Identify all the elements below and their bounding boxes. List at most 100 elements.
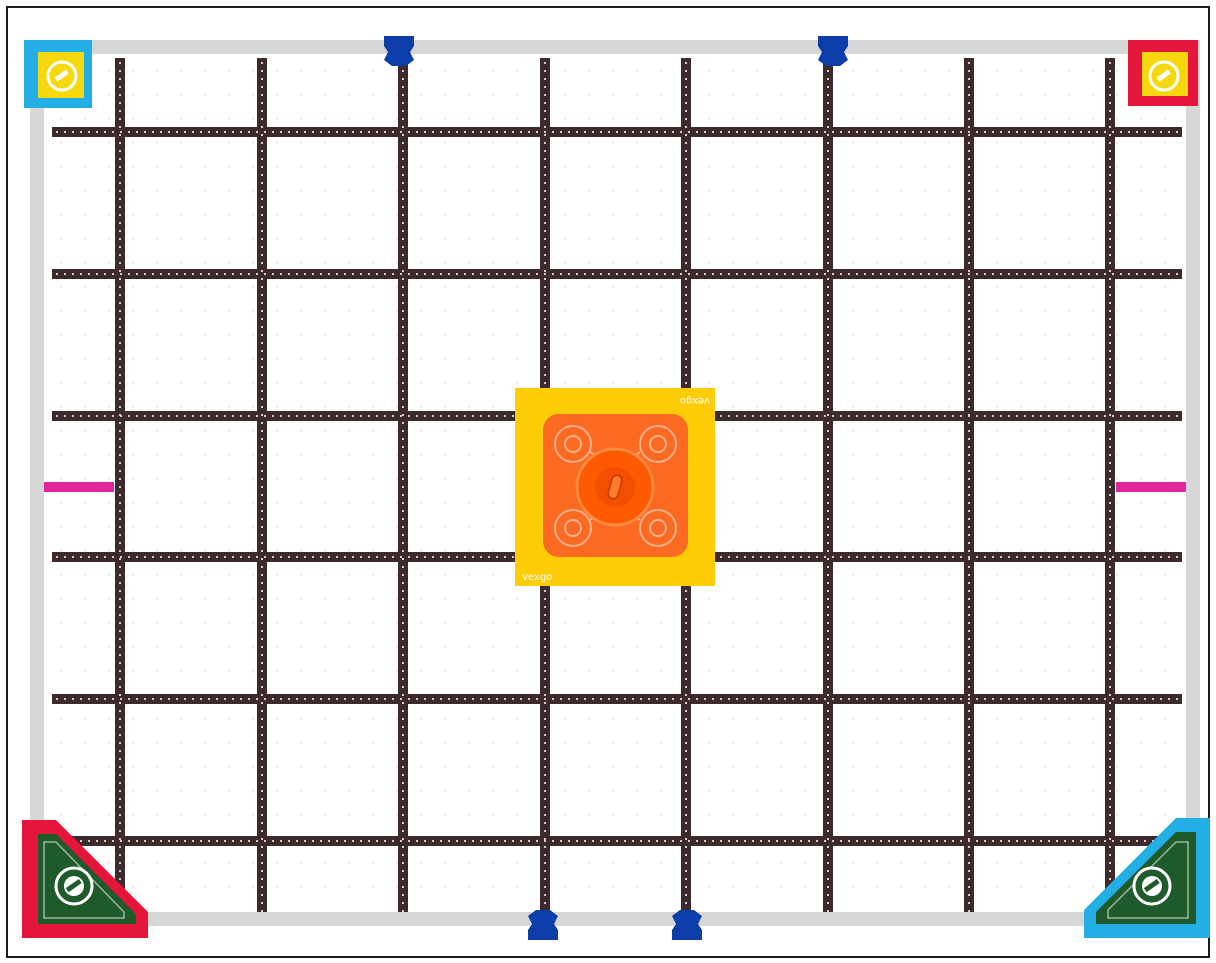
tape-dot: [136, 273, 138, 275]
tape-dot: [744, 415, 746, 417]
tape-dot: [119, 542, 121, 544]
tape-dot: [544, 886, 546, 888]
tile-peg: [396, 286, 398, 288]
tape-dot: [1109, 710, 1111, 712]
tape-dot: [261, 670, 263, 672]
tape-dot: [688, 698, 690, 700]
tape-dot: [1109, 854, 1111, 856]
tape-dot: [280, 273, 282, 275]
tape-dot: [1109, 214, 1111, 216]
tile-peg: [276, 334, 278, 336]
tape-dot: [544, 862, 546, 864]
tape-dot: [1109, 310, 1111, 312]
tile-peg: [588, 766, 590, 768]
tile-peg: [300, 766, 302, 768]
tile-peg: [732, 646, 734, 648]
tape-dot: [1109, 782, 1111, 784]
tape-dot: [827, 806, 829, 808]
tape-dot: [827, 910, 829, 912]
tile-peg: [108, 526, 110, 528]
tape-dot: [1096, 698, 1098, 700]
tape-dot: [64, 415, 66, 417]
tile-peg: [900, 622, 902, 624]
tape-dot: [968, 206, 970, 208]
tile-peg: [324, 310, 326, 312]
tile-peg: [276, 718, 278, 720]
corner-goal-top-right[interactable]: [1128, 40, 1198, 106]
tape-dot: [368, 415, 370, 417]
tape-dot: [119, 366, 121, 368]
tape-dot: [768, 415, 770, 417]
tile-peg: [252, 70, 254, 72]
tile-peg: [732, 262, 734, 264]
tile-peg: [876, 70, 878, 72]
tile-peg: [612, 670, 614, 672]
blue-post-icon[interactable]: [528, 910, 558, 940]
tape-dot: [544, 718, 546, 720]
tape-dot: [72, 131, 74, 133]
tile-peg: [492, 214, 494, 216]
tape-dot: [968, 726, 970, 728]
tape-dot: [119, 238, 121, 240]
tile-peg: [924, 718, 926, 720]
tape-dot: [968, 470, 970, 472]
tile-peg: [1140, 286, 1142, 288]
tile-peg: [396, 454, 398, 456]
tape-dot: [480, 131, 482, 133]
tape-dot: [1072, 415, 1074, 417]
tape-dot: [1109, 430, 1111, 432]
tape-dot: [968, 854, 970, 856]
tile-peg: [996, 166, 998, 168]
tile-peg: [1092, 478, 1094, 480]
tile-peg: [1092, 670, 1094, 672]
corner-goal-bottom-right[interactable]: [1084, 818, 1210, 938]
tape-dot: [536, 840, 538, 842]
tile-peg: [876, 670, 878, 672]
tile-peg: [924, 310, 926, 312]
tile-peg: [468, 310, 470, 312]
corner-goal-top-left[interactable]: [24, 40, 92, 108]
tile-peg: [132, 814, 134, 816]
tile-peg: [948, 166, 950, 168]
tape-dot: [685, 278, 687, 280]
tile-peg: [324, 646, 326, 648]
tile-peg: [204, 862, 206, 864]
tape-dot: [752, 556, 754, 558]
tape-dot: [752, 131, 754, 133]
tape-dot: [216, 273, 218, 275]
tile-peg: [1068, 862, 1070, 864]
tape-dot: [119, 566, 121, 568]
tape-dot: [1072, 556, 1074, 558]
tape-dot: [544, 302, 546, 304]
tile-peg: [516, 70, 518, 72]
center-goal[interactable]: vexgo vexgo: [515, 388, 715, 586]
tile-peg: [804, 382, 806, 384]
tile-peg: [1116, 142, 1118, 144]
tile-peg: [252, 94, 254, 96]
corner-goal-bottom-left[interactable]: [22, 820, 148, 938]
tile-peg: [1020, 886, 1022, 888]
tape-dot: [119, 510, 121, 512]
tape-dot: [968, 438, 970, 440]
tile-peg: [372, 310, 374, 312]
tile-peg: [900, 766, 902, 768]
tape-dot: [119, 326, 121, 328]
tile-peg: [324, 550, 326, 552]
tape-dot: [992, 131, 994, 133]
tape-dot: [1008, 840, 1010, 842]
tile-peg: [804, 622, 806, 624]
tape-dot: [119, 142, 121, 144]
tile-peg: [420, 574, 422, 576]
tape-dot: [744, 698, 746, 700]
tape-dot: [261, 254, 263, 256]
tape-dot: [440, 698, 442, 700]
tape-dot: [827, 270, 829, 272]
tape-dot: [119, 550, 121, 552]
tape-dot: [1040, 840, 1042, 842]
tile-peg: [876, 550, 878, 552]
tape-dot: [119, 118, 121, 120]
tile-peg: [660, 670, 662, 672]
blue-post-icon[interactable]: [384, 36, 414, 66]
blue-post-icon[interactable]: [818, 36, 848, 66]
blue-post-icon[interactable]: [672, 910, 702, 940]
